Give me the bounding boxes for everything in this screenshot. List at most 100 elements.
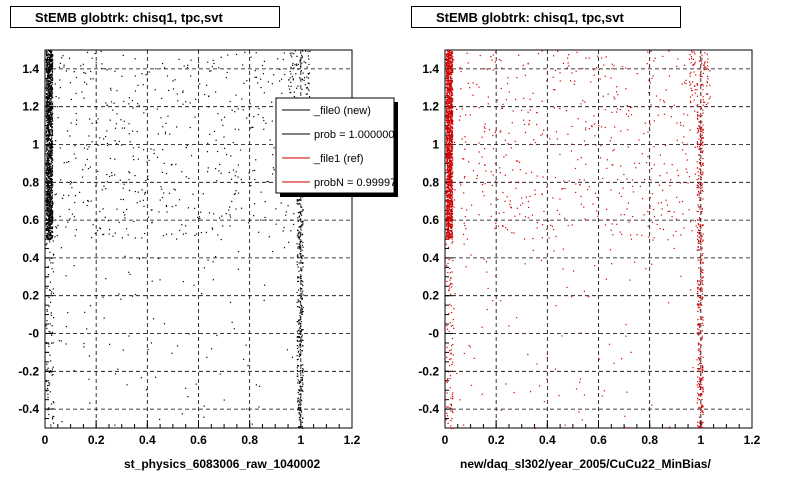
data-point xyxy=(124,255,126,257)
data-point xyxy=(702,239,704,241)
data-point xyxy=(701,335,703,337)
data-point xyxy=(182,91,184,94)
data-point xyxy=(301,54,303,57)
data-point xyxy=(484,147,486,150)
data-point xyxy=(57,224,59,227)
data-point xyxy=(267,81,269,83)
data-point xyxy=(459,115,461,117)
data-point xyxy=(447,186,449,188)
data-point xyxy=(451,99,453,101)
data-point xyxy=(49,207,52,209)
data-point xyxy=(298,327,301,329)
data-point xyxy=(263,119,265,122)
data-point xyxy=(536,175,538,177)
data-point xyxy=(448,115,450,117)
data-point xyxy=(58,97,60,99)
data-point xyxy=(597,215,599,217)
data-point xyxy=(700,93,702,95)
data-point xyxy=(449,407,451,409)
data-point xyxy=(46,119,48,122)
data-point xyxy=(102,296,104,298)
data-point xyxy=(450,403,452,405)
data-point xyxy=(50,150,52,152)
data-point xyxy=(162,126,164,128)
data-point xyxy=(46,114,48,116)
data-point xyxy=(47,163,50,166)
data-point xyxy=(447,117,449,119)
data-point xyxy=(50,97,52,100)
data-point xyxy=(450,95,452,97)
data-point xyxy=(698,296,701,299)
data-point xyxy=(698,121,700,123)
data-point xyxy=(51,202,54,204)
data-point xyxy=(448,73,450,76)
data-point xyxy=(46,369,48,371)
data-point xyxy=(707,78,709,80)
data-point xyxy=(264,216,266,219)
data-point xyxy=(186,66,189,69)
data-point xyxy=(447,406,449,408)
data-point xyxy=(445,141,447,143)
data-point xyxy=(165,122,167,124)
data-point xyxy=(588,186,590,188)
x-tick-label: 1 xyxy=(297,433,304,447)
data-point xyxy=(701,366,704,369)
data-point xyxy=(297,280,299,283)
x-tick-label: 0.2 xyxy=(488,433,505,447)
data-point xyxy=(46,213,48,215)
data-point xyxy=(447,176,449,178)
data-point xyxy=(697,118,699,120)
data-point xyxy=(453,199,456,201)
data-point xyxy=(297,398,299,400)
data-point xyxy=(65,343,67,345)
data-point xyxy=(297,404,300,406)
data-point xyxy=(49,139,51,141)
data-point xyxy=(301,78,303,81)
data-point xyxy=(48,147,50,149)
data-point xyxy=(452,397,454,400)
data-point xyxy=(254,178,256,181)
data-point xyxy=(641,198,644,200)
data-point xyxy=(49,143,51,145)
data-point xyxy=(51,215,54,217)
data-point xyxy=(446,233,448,235)
data-point xyxy=(178,58,180,60)
data-point xyxy=(55,227,58,229)
data-point xyxy=(52,217,54,219)
data-point xyxy=(165,233,167,235)
data-point xyxy=(448,101,450,103)
data-point xyxy=(47,409,49,411)
data-point xyxy=(240,178,243,181)
data-point xyxy=(46,193,48,195)
data-point xyxy=(128,123,130,125)
data-point xyxy=(448,98,450,100)
data-point xyxy=(451,199,453,201)
data-point xyxy=(448,76,450,78)
data-point xyxy=(49,50,51,52)
y-tick-label: 0.8 xyxy=(422,175,439,189)
data-point xyxy=(700,143,702,145)
data-point xyxy=(177,100,179,102)
data-point xyxy=(447,98,449,100)
data-point xyxy=(702,368,704,371)
data-point xyxy=(298,426,300,428)
data-point xyxy=(293,213,295,215)
data-point xyxy=(51,213,53,215)
data-point xyxy=(151,280,153,282)
data-point xyxy=(293,223,295,226)
data-point xyxy=(448,82,450,84)
data-point xyxy=(86,83,88,85)
data-point xyxy=(96,122,98,124)
data-point xyxy=(288,241,290,243)
data-point xyxy=(156,156,159,158)
data-point xyxy=(701,134,703,136)
data-point xyxy=(697,259,699,261)
data-point xyxy=(156,108,158,110)
data-point xyxy=(65,325,67,328)
data-point xyxy=(300,304,302,307)
data-point xyxy=(449,293,452,295)
data-point xyxy=(299,226,302,228)
data-point xyxy=(48,172,50,174)
data-point xyxy=(704,101,706,103)
data-point xyxy=(451,191,453,193)
